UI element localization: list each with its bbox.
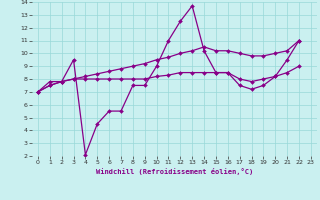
X-axis label: Windchill (Refroidissement éolien,°C): Windchill (Refroidissement éolien,°C) xyxy=(96,168,253,175)
